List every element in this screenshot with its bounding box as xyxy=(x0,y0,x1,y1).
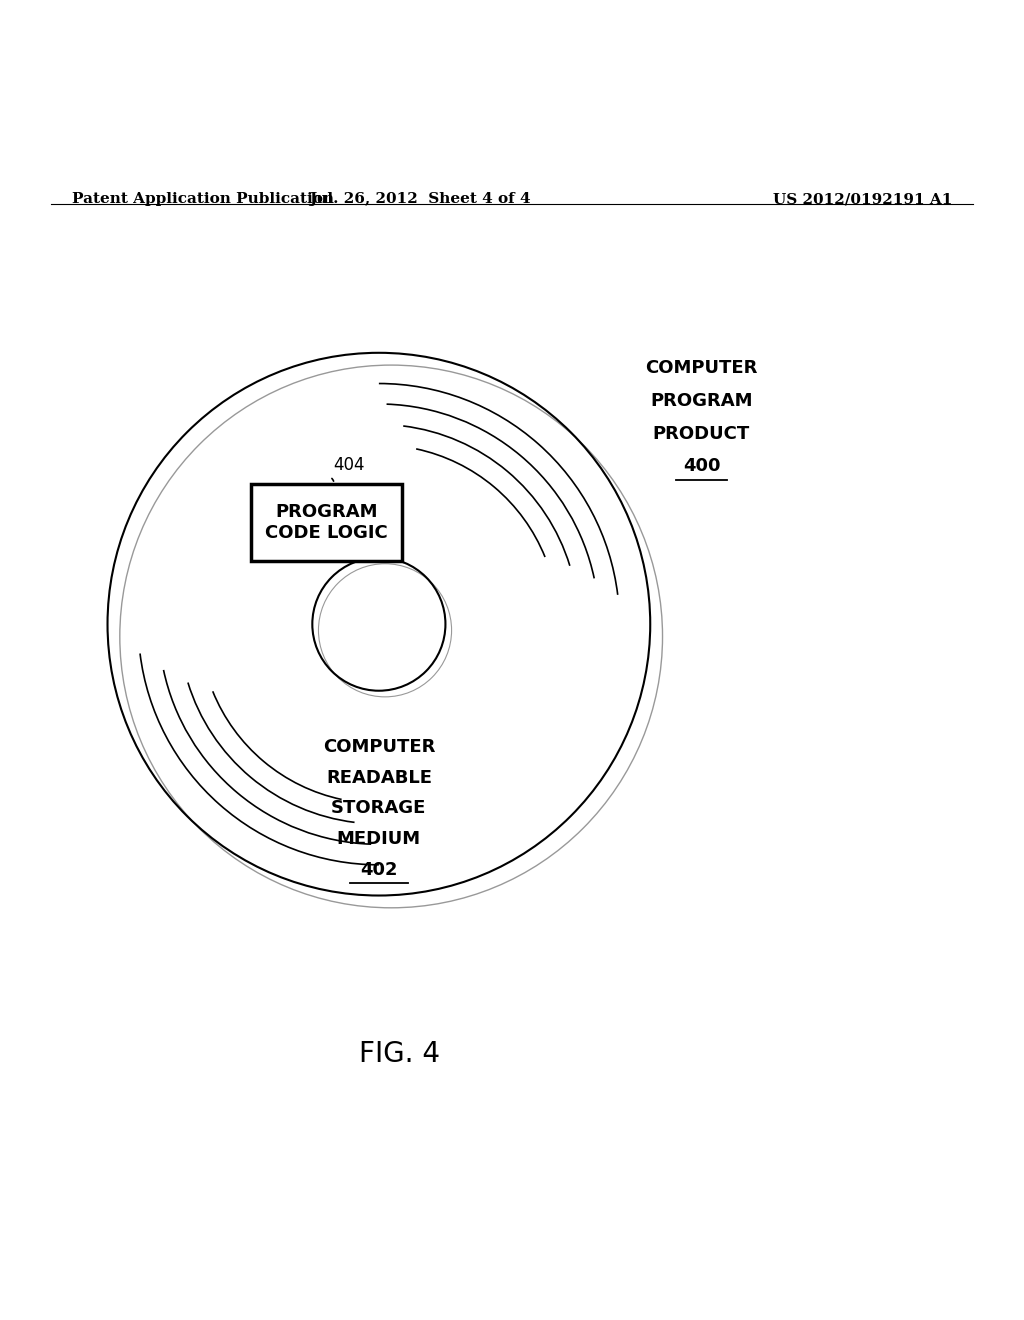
Text: READABLE: READABLE xyxy=(326,768,432,787)
Text: COMPUTER: COMPUTER xyxy=(645,359,758,378)
Text: 402: 402 xyxy=(360,861,397,879)
Text: COMPUTER: COMPUTER xyxy=(323,738,435,756)
Text: 404: 404 xyxy=(333,455,365,474)
Text: US 2012/0192191 A1: US 2012/0192191 A1 xyxy=(773,191,952,206)
Text: Jul. 26, 2012  Sheet 4 of 4: Jul. 26, 2012 Sheet 4 of 4 xyxy=(309,191,530,206)
Text: STORAGE: STORAGE xyxy=(331,800,427,817)
Bar xyxy=(251,484,402,561)
Text: FIG. 4: FIG. 4 xyxy=(358,1040,440,1068)
Text: PROGRAM
CODE LOGIC: PROGRAM CODE LOGIC xyxy=(265,503,388,541)
Text: PROGRAM: PROGRAM xyxy=(650,392,753,411)
Text: MEDIUM: MEDIUM xyxy=(337,830,421,849)
Text: 400: 400 xyxy=(683,458,720,475)
Text: PRODUCT: PRODUCT xyxy=(653,425,750,442)
Text: Patent Application Publication: Patent Application Publication xyxy=(72,191,334,206)
